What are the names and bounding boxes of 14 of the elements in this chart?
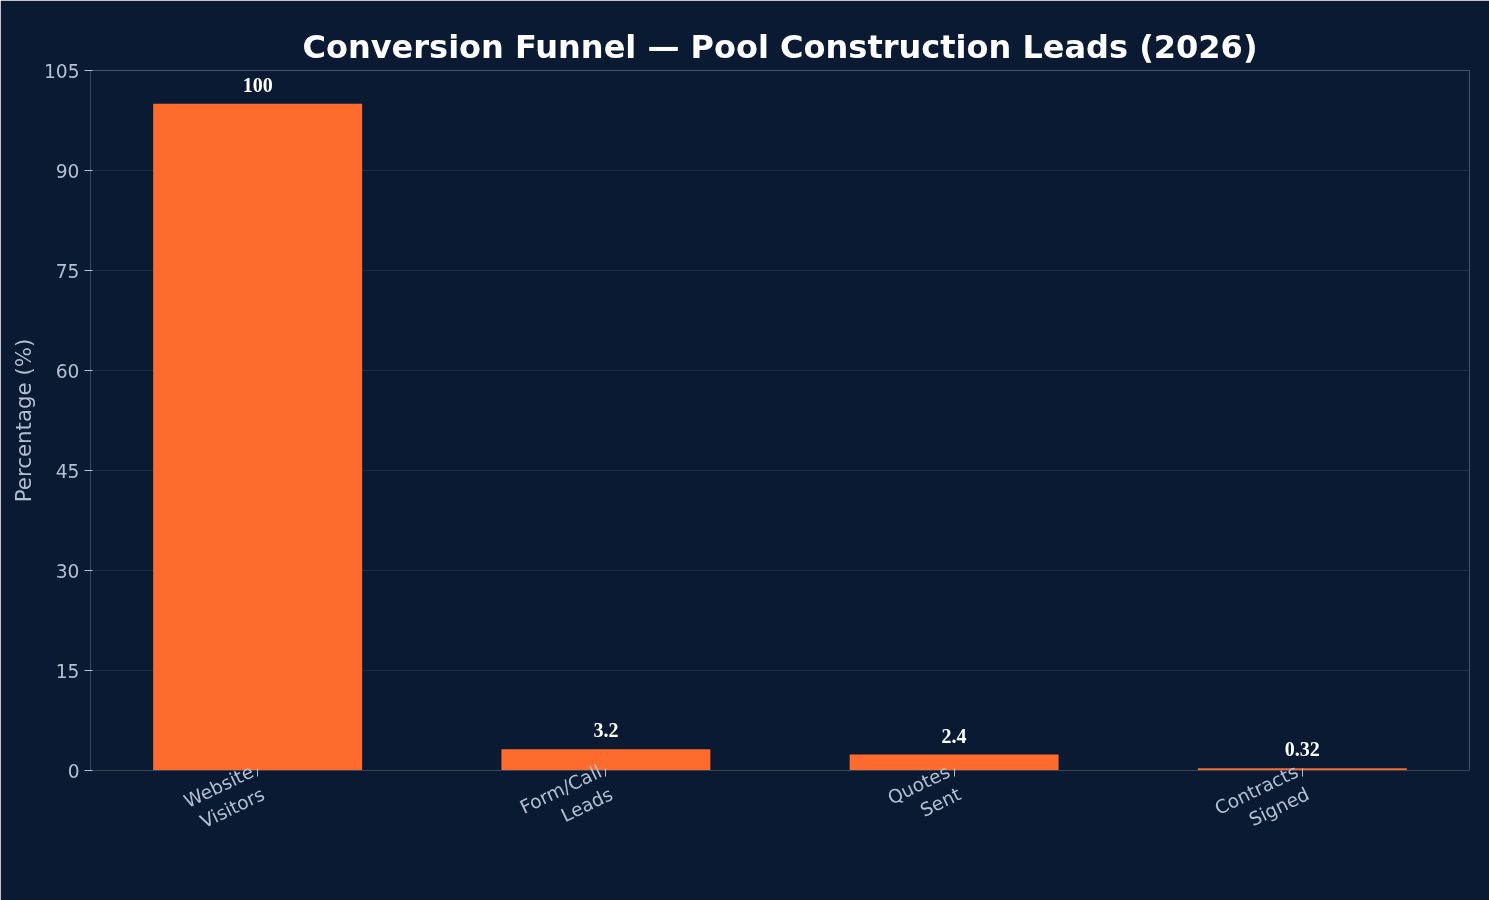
y-tick-label: 15: [55, 660, 80, 682]
chart-title: Conversion Funnel — Pool Construction Leads (2026): [302, 27, 1258, 66]
y-tick-label: 90: [55, 160, 80, 182]
y-tick-label: 30: [55, 560, 80, 582]
y-tick-label: 75: [55, 260, 80, 282]
data-label: 100: [242, 73, 273, 96]
data-label: 2.4: [941, 724, 967, 747]
data-label: 3.2: [593, 719, 619, 742]
y-tick-label: 60: [55, 360, 80, 382]
data-label: 0.32: [1284, 738, 1320, 761]
y-tick-label: 0: [67, 760, 80, 782]
y-tick-label: 45: [55, 460, 80, 482]
y-tick-label: 105: [43, 60, 80, 82]
y-axis-title: Percentage (%): [10, 338, 36, 503]
